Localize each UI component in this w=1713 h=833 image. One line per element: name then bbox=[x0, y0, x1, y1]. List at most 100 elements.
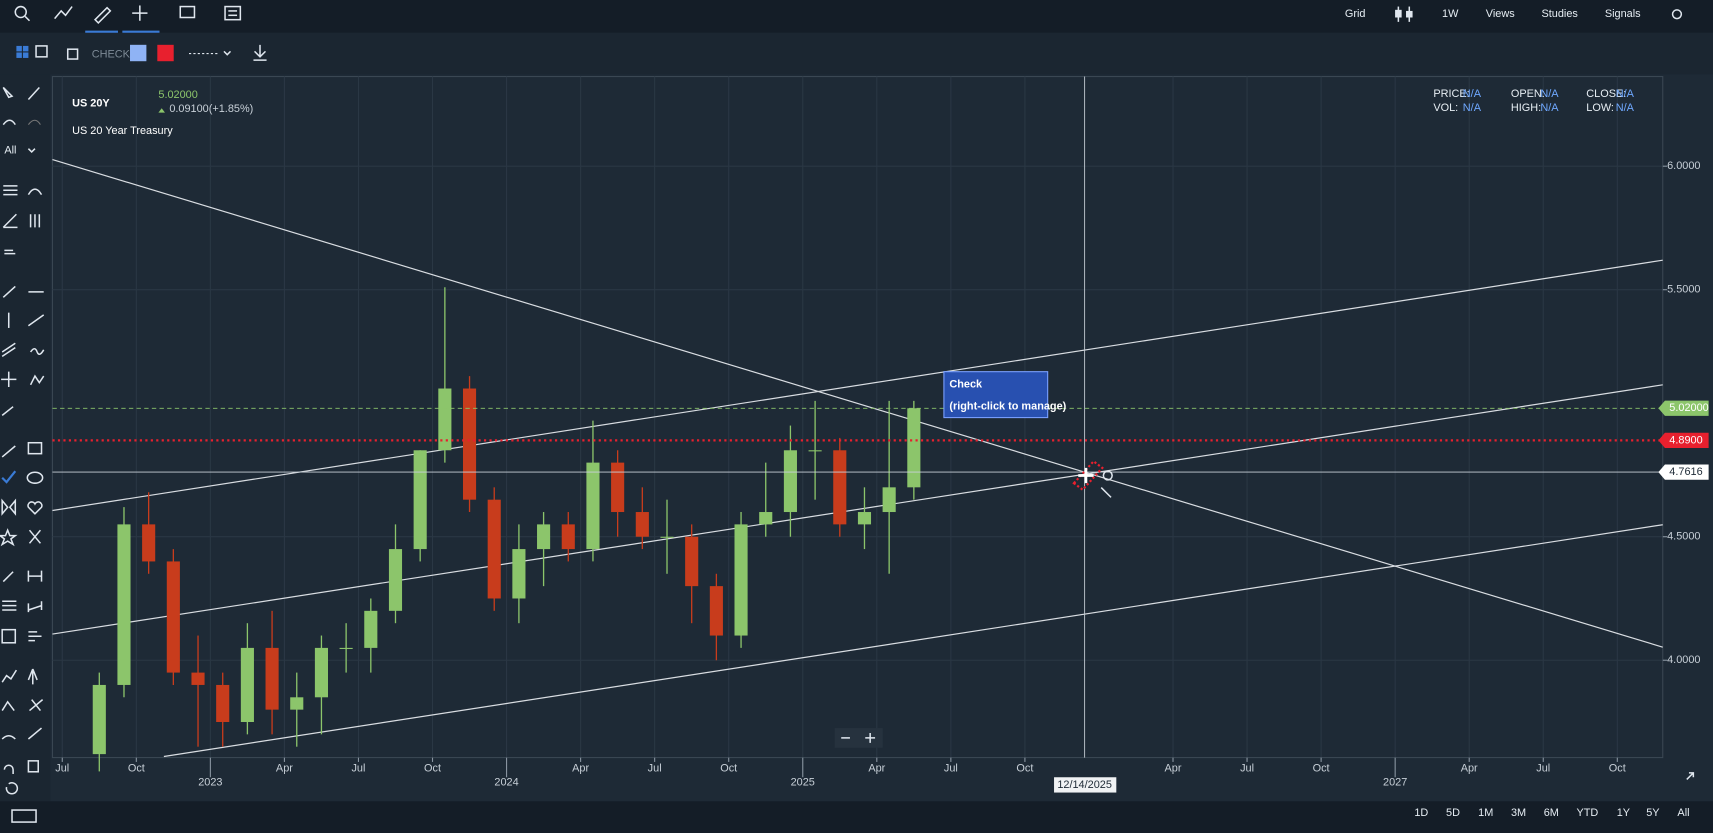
annotation-title: Check bbox=[949, 379, 983, 391]
candle-body bbox=[191, 672, 205, 685]
x-tick-label: Apr bbox=[1165, 762, 1182, 774]
zoom-in[interactable] bbox=[865, 732, 876, 743]
color-swatch[interactable] bbox=[157, 44, 174, 62]
candle-body bbox=[512, 549, 526, 599]
y-tick-label: 5.5000 bbox=[1667, 284, 1700, 296]
info-value: N/A bbox=[1616, 88, 1635, 100]
x-tick-label: 2027 bbox=[1383, 777, 1407, 789]
up-arrow bbox=[158, 108, 165, 113]
annotation-box[interactable] bbox=[943, 371, 1049, 419]
chart-title: US 20Y bbox=[72, 98, 110, 110]
drag-handle[interactable] bbox=[1072, 459, 1113, 498]
candle-body bbox=[142, 524, 156, 562]
info-label: CLOSE: bbox=[1586, 88, 1626, 100]
plot-area bbox=[51, 75, 1664, 759]
menu-item[interactable]: 1W bbox=[1442, 8, 1459, 20]
candle-body bbox=[561, 524, 575, 550]
info-label: OPEN: bbox=[1511, 88, 1545, 100]
candle-body bbox=[635, 512, 649, 537]
dropdown-arrow[interactable] bbox=[223, 50, 232, 56]
candle-body bbox=[339, 647, 353, 649]
info-value: N/A bbox=[1463, 88, 1482, 100]
x-tick-label: Oct bbox=[1313, 762, 1330, 774]
candle-body bbox=[92, 684, 106, 755]
price-tag-label: 4.7616 bbox=[1669, 466, 1702, 478]
price-tag-label: 4.8900 bbox=[1669, 434, 1702, 446]
menu-item[interactable]: Grid bbox=[1345, 8, 1366, 20]
info-value: N/A bbox=[1616, 102, 1635, 114]
price-tag-label: 5.02000 bbox=[1669, 402, 1708, 414]
candle-body bbox=[216, 684, 230, 722]
trend-line[interactable] bbox=[163, 524, 1663, 758]
x-tick-label: Oct bbox=[1016, 762, 1033, 774]
menu-item[interactable]: Studies bbox=[1541, 8, 1578, 20]
price-tag bbox=[1658, 400, 1709, 416]
candle-body bbox=[487, 499, 501, 599]
save-icon[interactable] bbox=[253, 44, 267, 61]
range-button[interactable]: 1D bbox=[1414, 807, 1428, 819]
candle-body bbox=[388, 549, 403, 611]
x-tick-label: Jul bbox=[1536, 762, 1550, 774]
candle-body bbox=[808, 450, 822, 452]
range-buttons: 1D 5D 1M 3M 6M YTD 1Y 5Y All bbox=[1414, 807, 1689, 819]
left-toolbar bbox=[0, 74, 51, 802]
trend-line[interactable] bbox=[52, 384, 1663, 635]
candle-body bbox=[611, 462, 625, 513]
info-label: PRICE: bbox=[1433, 88, 1469, 100]
crosshair-date: 12/14/2025 bbox=[1057, 779, 1112, 791]
candle-body bbox=[783, 450, 797, 513]
annotation-text: (right-click to manage) bbox=[949, 401, 1066, 413]
candle-body bbox=[685, 536, 699, 587]
candle-body bbox=[586, 462, 600, 550]
trend-line[interactable] bbox=[52, 259, 1663, 512]
range-button[interactable]: All bbox=[1677, 807, 1689, 819]
range-button[interactable]: 5Y bbox=[1646, 807, 1660, 819]
candle-body bbox=[907, 408, 921, 488]
range-button[interactable]: 1Y bbox=[1617, 807, 1631, 819]
y-tick-label: 6.0000 bbox=[1667, 160, 1700, 172]
drawing-bar bbox=[0, 32, 1713, 75]
info-value: N/A bbox=[1540, 88, 1559, 100]
candle-body bbox=[290, 697, 304, 710]
candle-body bbox=[734, 524, 748, 636]
info-label: HIGH: bbox=[1511, 102, 1541, 114]
left-tools[interactable] bbox=[0, 45, 48, 823]
x-tick-label: Oct bbox=[720, 762, 737, 774]
top-icons[interactable] bbox=[14, 5, 1683, 33]
x-tick-label: 2025 bbox=[791, 777, 815, 789]
x-tick-label: Oct bbox=[1609, 762, 1626, 774]
dropdown-arrow[interactable] bbox=[27, 148, 36, 154]
filter-label[interactable]: All bbox=[4, 145, 16, 157]
info-value: N/A bbox=[1540, 102, 1559, 114]
candle-body bbox=[660, 536, 674, 538]
chart-subtitle: US 20 Year Treasury bbox=[72, 125, 173, 137]
menu-item[interactable]: Views bbox=[1486, 8, 1515, 20]
range-button[interactable]: 6M bbox=[1544, 807, 1559, 819]
range-button[interactable]: 3M bbox=[1511, 807, 1526, 819]
candle-body bbox=[364, 610, 378, 648]
edit-icon[interactable] bbox=[66, 48, 79, 60]
menu-item[interactable]: Signals bbox=[1605, 8, 1641, 20]
range-button[interactable]: 1M bbox=[1478, 807, 1493, 819]
candle-body bbox=[438, 388, 452, 451]
x-tick-label: Apr bbox=[868, 762, 885, 774]
candle-body bbox=[117, 524, 131, 685]
color-swatch[interactable] bbox=[130, 44, 147, 62]
overlay: 5.02000 4.8900 4.7616 12/14/2025 bbox=[52, 76, 1709, 793]
info-value: N/A bbox=[1463, 102, 1482, 114]
candle-body bbox=[833, 450, 847, 525]
range-button[interactable]: YTD bbox=[1576, 807, 1598, 819]
x-tick-label: 2023 bbox=[198, 777, 222, 789]
expand-icon[interactable] bbox=[1686, 772, 1695, 780]
price-change: 0.09100(+1.85%) bbox=[169, 103, 253, 115]
crosshair-date-box bbox=[1054, 777, 1117, 793]
grid: 4.0000 4.5000 5.5000 6.0000 Jul Oct 2023 Apr Jul… bbox=[52, 76, 1700, 789]
y-tick-label: 4.5000 bbox=[1667, 531, 1700, 543]
top-menus: Grid 1W Views Studies Signals bbox=[1345, 8, 1641, 20]
x-tick-label: Oct bbox=[424, 762, 441, 774]
range-button[interactable]: 5D bbox=[1446, 807, 1460, 819]
candle-body bbox=[265, 647, 279, 710]
